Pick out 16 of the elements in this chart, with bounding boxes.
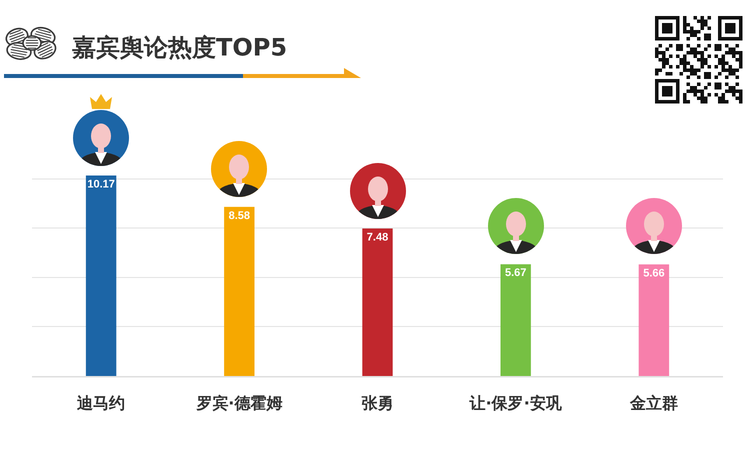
x-tick-label: 张勇 — [362, 394, 394, 413]
bar — [500, 264, 531, 376]
data-label: 8.58 — [228, 210, 250, 222]
data-label: 10.17 — [87, 178, 115, 191]
data-label: 5.67 — [504, 267, 526, 280]
x-tick-label: 罗宾·德霍姆 — [195, 394, 282, 413]
bar — [86, 176, 116, 376]
x-tick-label: 让·保罗·安巩 — [468, 394, 562, 413]
bar — [362, 228, 393, 376]
data-label: 7.48 — [366, 232, 388, 244]
bar — [638, 264, 670, 376]
x-tick-label: 迪马约 — [76, 394, 126, 413]
bar — [224, 206, 254, 376]
x-tick-label: 金立群 — [628, 394, 678, 413]
data-label: 5.66 — [643, 267, 665, 280]
chart-title: 嘉宾舆论热度TOP5 — [72, 33, 288, 62]
